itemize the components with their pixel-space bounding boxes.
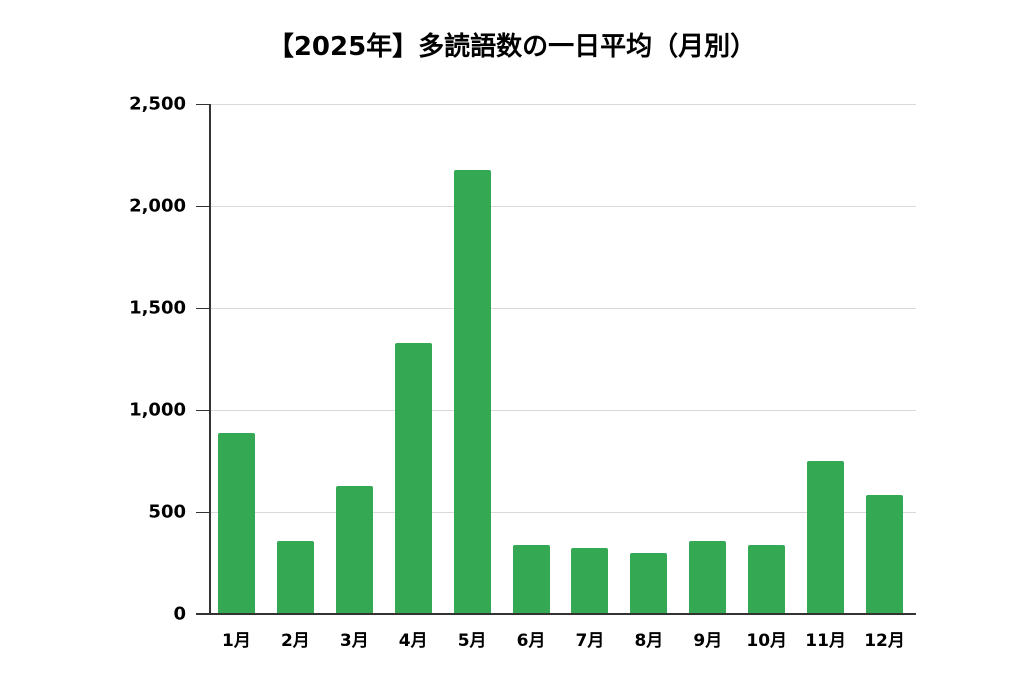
x-tick-label: 7月 [575, 631, 605, 651]
x-tick-label: 6月 [516, 631, 546, 651]
bar-4月[interactable] [394, 343, 432, 614]
bar-7月[interactable] [571, 547, 609, 614]
bar-5月[interactable] [453, 170, 491, 614]
y-tick-label: 2,000 [129, 195, 186, 217]
x-tick-label: 8月 [634, 631, 664, 651]
bar-6月[interactable] [512, 545, 550, 614]
bar-1月[interactable] [217, 433, 255, 614]
y-tick-label: 2,500 [129, 93, 186, 115]
gridline [209, 206, 916, 207]
chart-title: 【2025年】多読語数の一日平均（月別） [267, 32, 757, 62]
x-tick-label: 10月 [746, 631, 788, 651]
y-tick-label: 1,500 [129, 297, 186, 319]
bar-2月[interactable] [276, 540, 314, 614]
gridline [209, 308, 916, 309]
y-tick [196, 614, 209, 615]
y-tick [196, 512, 209, 513]
y-tick [196, 308, 209, 309]
x-axis-line [196, 613, 916, 615]
bar-8月[interactable] [630, 553, 668, 614]
bar-10月[interactable] [748, 545, 786, 614]
gridline [209, 104, 916, 105]
x-tick-label: 1月 [222, 631, 251, 651]
y-tick-label: 500 [148, 501, 186, 523]
y-tick [196, 104, 209, 105]
x-tick-label: 12月 [864, 631, 905, 651]
bar-12月[interactable] [866, 495, 904, 614]
bar-9月[interactable] [689, 540, 727, 614]
y-tick [196, 206, 209, 207]
bar-3月[interactable] [335, 486, 373, 614]
gridline [209, 512, 916, 513]
y-axis-line [209, 104, 211, 615]
x-tick-label: 11月 [805, 631, 846, 651]
x-tick-label: 5月 [457, 631, 487, 651]
x-tick-label: 9月 [693, 631, 723, 651]
y-tick [196, 410, 209, 411]
gridline [209, 410, 916, 411]
x-tick-label: 3月 [339, 631, 369, 651]
y-tick-label: 0 [173, 603, 186, 625]
x-tick-label: 4月 [398, 631, 428, 651]
y-tick-label: 1,000 [129, 399, 186, 421]
plot-area [209, 104, 916, 614]
x-tick-label: 2月 [280, 631, 310, 651]
bar-11月[interactable] [807, 461, 845, 614]
